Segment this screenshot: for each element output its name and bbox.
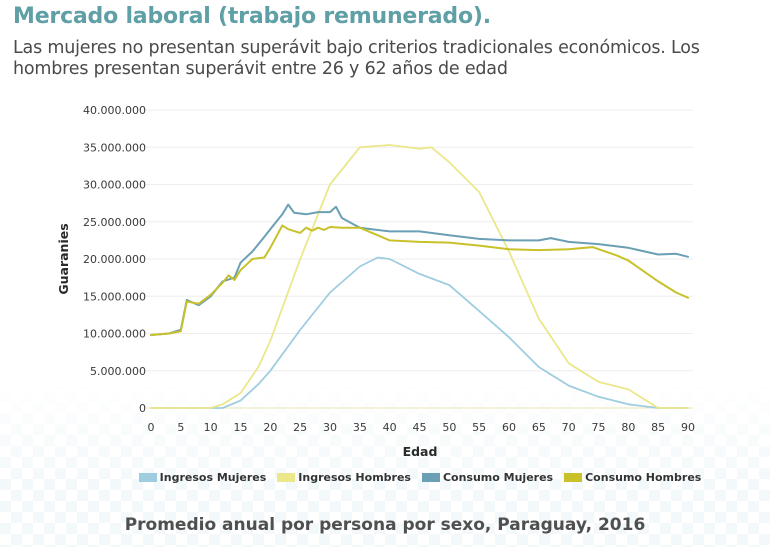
legend-label: Ingresos Hombres [298, 471, 411, 484]
legend-swatch [138, 473, 157, 482]
y-tick-label: 10.000.000 [83, 328, 146, 341]
legend-item-ingresos-mujeres: Ingresos Mujeres [138, 471, 267, 484]
legend-item-consumo-mujeres: Consumo Mujeres [421, 471, 554, 484]
chart-legend: Ingresos Mujeres Ingresos Hombres Consumo … [138, 471, 701, 484]
y-axis-ticks: 0 5.000.000 10.000.000 15.000.000 20.000.000… [83, 104, 146, 415]
page-title: Mercado laboral (trabajo remunerado). [13, 4, 491, 29]
series-line-ingresos-mujeres [150, 256, 689, 409]
series-line-ingresos-hombres [150, 144, 689, 409]
y-tick-label: 25.000.000 [83, 216, 146, 229]
y-tick-label: 20.000.000 [83, 253, 146, 266]
x-tick-label: 55 [472, 421, 486, 434]
x-tick-label: 0 [148, 421, 155, 434]
legend-item-consumo-hombres: Consumo Hombres [564, 471, 701, 484]
x-tick-label: 45 [413, 421, 427, 434]
legend-label: Consumo Mujeres [442, 471, 554, 484]
y-tick-label: 30.000.000 [83, 179, 146, 192]
legend-swatch [421, 473, 440, 482]
x-tick-label: 40 [383, 421, 397, 434]
x-tick-label: 15 [234, 421, 248, 434]
y-tick-label: 0 [139, 402, 146, 415]
legend-swatch [277, 473, 296, 482]
y-tick-label: 15.000.000 [83, 290, 146, 303]
x-tick-label: 65 [532, 421, 546, 434]
y-axis-label: Guaranies [56, 223, 71, 294]
x-axis-ticks: 0 5 10 15 20 25 30 35 40 45 50 55 60 65 70 75 80 85 90 [148, 421, 696, 434]
y-tick-label: 35.000.000 [83, 141, 146, 154]
legend-label: Ingresos Mujeres [159, 471, 267, 484]
page-subtitle: Las mujeres no presentan superávit bajo … [13, 38, 700, 79]
x-tick-label: 30 [323, 421, 337, 434]
x-tick-label: 80 [621, 421, 635, 434]
legend-swatch [564, 473, 583, 482]
x-tick-label: 90 [681, 421, 695, 434]
y-tick-label: 5.000.000 [90, 365, 146, 378]
x-tick-label: 85 [651, 421, 665, 434]
x-tick-label: 60 [502, 421, 516, 434]
x-tick-label: 75 [592, 421, 606, 434]
series-line-consumo-mujeres [150, 203, 689, 336]
x-tick-label: 20 [263, 421, 277, 434]
gridlines [146, 109, 693, 409]
chart-caption: Promedio anual por persona por sexo, Par… [124, 515, 646, 535]
x-tick-label: 35 [353, 421, 367, 434]
legend-label: Consumo Hombres [585, 471, 702, 484]
y-tick-label: 40.000.000 [83, 104, 146, 117]
legend-item-ingresos-hombres: Ingresos Hombres [277, 471, 411, 484]
series-line-consumo-hombres [150, 224, 689, 336]
x-tick-label: 5 [177, 421, 184, 434]
x-tick-label: 25 [293, 421, 307, 434]
x-axis-label: Edad [403, 444, 438, 459]
series-lines [150, 144, 689, 409]
x-tick-label: 70 [562, 421, 576, 434]
x-tick-label: 50 [442, 421, 456, 434]
x-tick-label: 10 [204, 421, 218, 434]
